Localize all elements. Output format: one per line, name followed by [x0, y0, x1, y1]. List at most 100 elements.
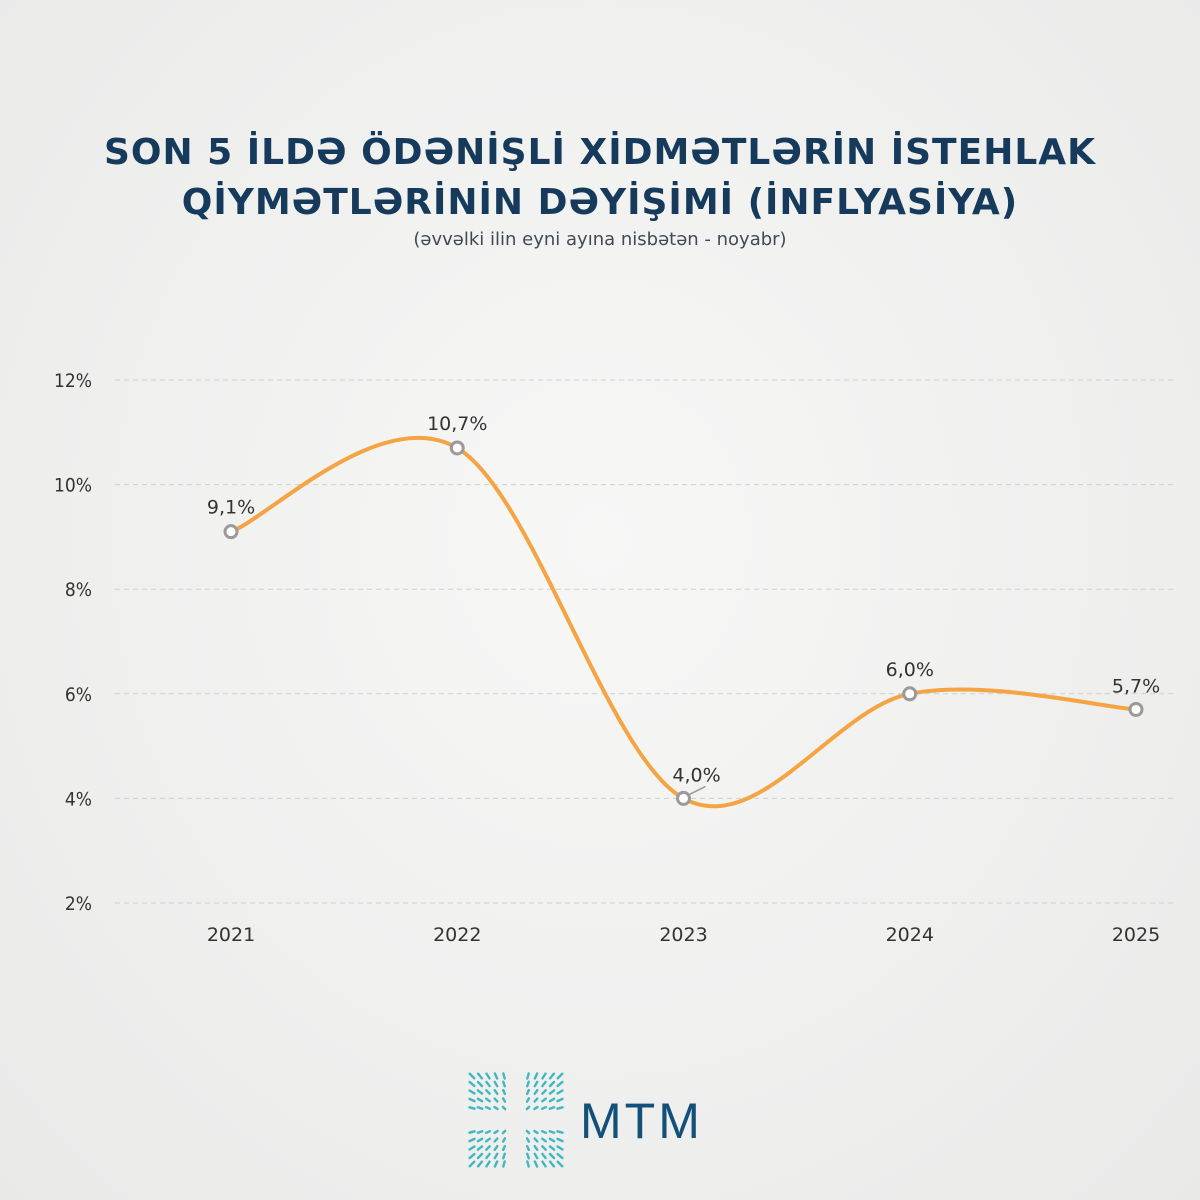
logo-mark-stroke [556, 1089, 564, 1095]
logo-mark-stroke [484, 1129, 492, 1135]
logo-text: MTM [580, 1093, 703, 1149]
logo-mark-stroke [468, 1106, 476, 1110]
data-label: 4,0% [672, 764, 720, 786]
logo-mark-stroke [556, 1106, 564, 1110]
y-tick-label: 2% [65, 893, 92, 915]
logo-mark-stroke [476, 1160, 484, 1168]
logo-mark-stroke [525, 1097, 531, 1103]
logo-mark-stroke [548, 1080, 556, 1088]
logo-mark-stroke [525, 1105, 531, 1111]
logo-mark-stroke [485, 1072, 491, 1080]
logo-mark-stroke [501, 1129, 507, 1135]
logo-mark-stroke [526, 1072, 530, 1080]
mtm-logo-mark-icon [468, 1072, 564, 1168]
logo-mark-stroke [533, 1097, 539, 1103]
logo-mark-stroke [468, 1137, 476, 1143]
data-point-marker [902, 686, 918, 702]
logo-mark-stroke [502, 1152, 506, 1160]
x-tick-label: 2021 [207, 924, 255, 946]
logo-mark-stroke [468, 1152, 476, 1160]
logo-mark-stroke [501, 1097, 507, 1103]
logo-mark-stroke [468, 1072, 476, 1080]
logo-mark-stroke [548, 1160, 556, 1168]
logo-mark-stroke [540, 1129, 548, 1135]
logo-mark-stroke [525, 1144, 531, 1152]
logo-mark-stroke [533, 1129, 539, 1135]
logo-mark-stroke [501, 1137, 507, 1143]
logo-mark-stroke [533, 1152, 539, 1160]
logo-mark-stroke [533, 1137, 539, 1143]
logo-mark-stroke [541, 1089, 547, 1095]
logo-mark-stroke [484, 1105, 492, 1111]
logo-mark-stroke [548, 1097, 556, 1103]
x-tick-label: 2025 [1112, 924, 1160, 946]
logo-mark-stroke [533, 1072, 539, 1080]
logo-mark-stroke [540, 1105, 548, 1111]
logo-mark-stroke [533, 1160, 539, 1168]
logo-mark-stroke [548, 1130, 556, 1134]
logo-mark-stroke [468, 1089, 476, 1095]
data-point-marker [449, 440, 465, 456]
logo-mark-stroke [502, 1072, 506, 1080]
logo-mark-stroke [526, 1080, 530, 1088]
y-tick-label: 6% [65, 684, 92, 706]
logo-mark-stroke [476, 1152, 484, 1160]
logo-mark-stroke [502, 1160, 506, 1168]
logo-mark-stroke [485, 1145, 491, 1151]
page-title: SON 5 İLDƏ ÖDƏNİŞLİ XİDMƏTLƏRİN İSTEHLAK… [0, 128, 1200, 228]
data-label: 10,7% [427, 413, 487, 435]
logo-mark-stroke [541, 1152, 547, 1160]
logo-mark-stroke [556, 1080, 564, 1088]
logo-mark-stroke [556, 1152, 564, 1160]
logo-mark-stroke [556, 1160, 564, 1168]
logo-mark-stroke [548, 1137, 556, 1143]
data-point-marker [223, 524, 239, 540]
logo-mark-stroke [525, 1137, 531, 1143]
x-tick-label: 2023 [659, 924, 707, 946]
logo-mark-stroke [501, 1105, 507, 1111]
logo-mark-stroke [548, 1089, 556, 1095]
logo-mark-stroke [526, 1152, 530, 1160]
logo-mark-stroke [556, 1137, 564, 1143]
logo-mark-stroke [476, 1130, 484, 1134]
logo-mark-stroke [548, 1145, 556, 1151]
logo-mark-stroke [493, 1144, 499, 1152]
logo-mark-stroke [493, 1105, 499, 1111]
logo-mark-stroke [533, 1105, 539, 1111]
logo-mark-stroke [484, 1137, 492, 1143]
series-line-inflation [229, 435, 1138, 809]
data-point-marker [676, 790, 691, 806]
data-label: 6,0% [886, 659, 934, 681]
y-tick-label: 8% [65, 579, 92, 601]
data-label-leader [689, 785, 706, 796]
x-tick-label: 2022 [433, 924, 481, 946]
logo-mark-stroke [493, 1129, 499, 1135]
logo-mark-stroke [493, 1160, 499, 1168]
logo-mark-stroke [548, 1152, 556, 1160]
data-point-marker [1128, 701, 1144, 717]
logo-mark-stroke [540, 1097, 548, 1103]
mtm-logo: MTM [468, 1072, 738, 1172]
logo-mark-stroke [541, 1145, 547, 1151]
logo-mark-stroke [556, 1145, 564, 1151]
page-subtitle: (əvvəlki ilin eyni ayına nisbətən - noya… [413, 229, 787, 250]
logo-mark-stroke [476, 1106, 484, 1110]
logo-mark-stroke [541, 1072, 547, 1080]
logo-mark-stroke [476, 1137, 484, 1143]
logo-mark-stroke [485, 1160, 491, 1168]
logo-mark-stroke [502, 1080, 506, 1088]
title-line-1: SON 5 İLDƏ ÖDƏNİŞLİ XİDMƏTLƏRİN İSTEHLAK [103, 132, 1097, 173]
logo-mark-stroke [493, 1080, 499, 1088]
logo-mark-stroke [485, 1152, 491, 1160]
logo-mark-stroke [493, 1137, 499, 1143]
logo-mark-stroke [540, 1137, 548, 1143]
x-tick-label: 2024 [886, 924, 934, 946]
logo-mark-stroke [533, 1088, 539, 1096]
logo-mark-stroke [501, 1144, 507, 1152]
logo-mark-stroke [501, 1088, 507, 1096]
y-tick-label: 10% [54, 475, 92, 497]
logo-mark-stroke [485, 1089, 491, 1095]
logo-mark-stroke [548, 1072, 556, 1080]
